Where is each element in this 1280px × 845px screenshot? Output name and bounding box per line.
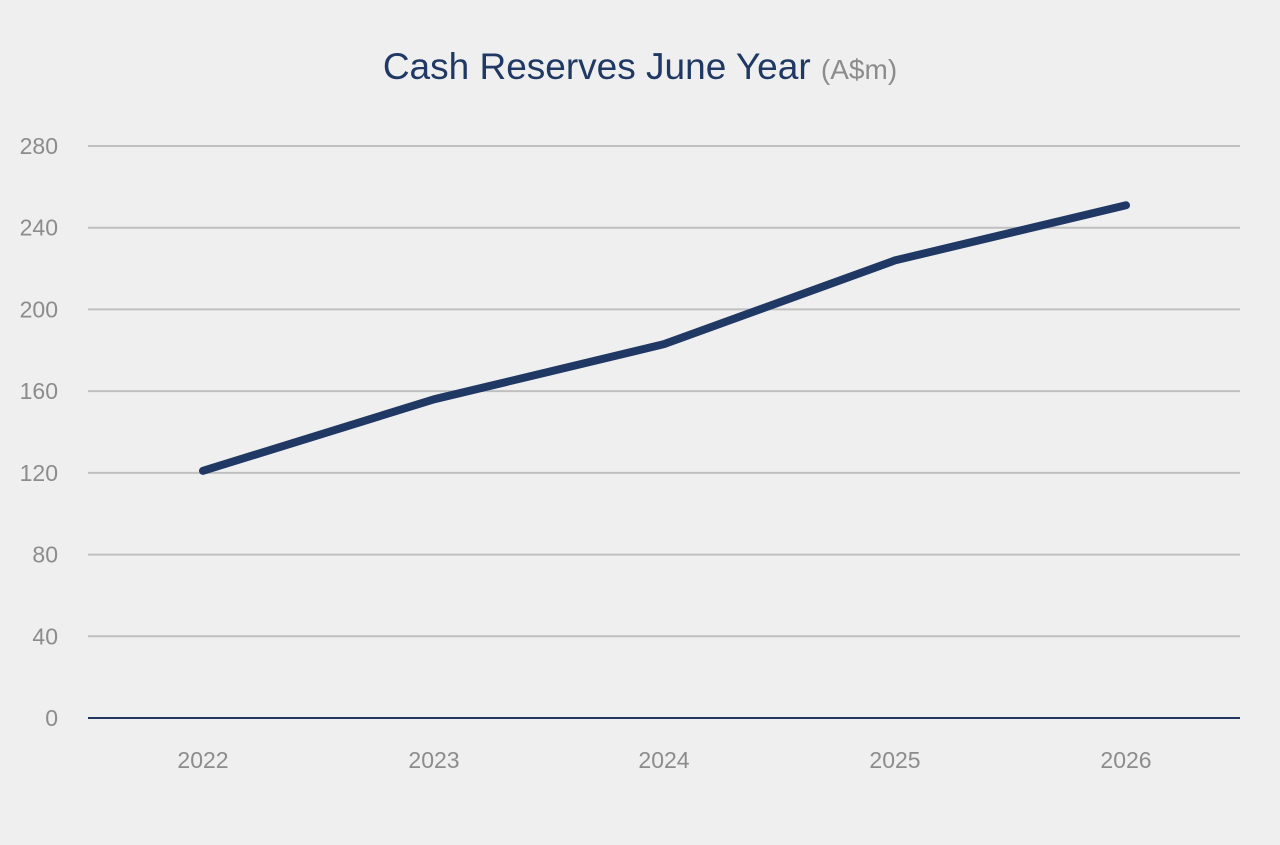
- x-tick-label: 2025: [869, 747, 920, 773]
- x-tick-label: 2023: [408, 747, 459, 773]
- y-tick-label: 280: [20, 133, 58, 159]
- x-axis-ticks: 2022 2023 2024 2025 2026: [177, 747, 1151, 773]
- x-tick-label: 2022: [177, 747, 228, 773]
- chart-title-unit: (A$m): [820, 54, 898, 85]
- y-axis-ticks: 0 40 80 120 160 200 240 280: [20, 133, 58, 731]
- y-tick-label: 40: [32, 623, 58, 649]
- chart-title-text: Cash Reserves June Year: [382, 46, 811, 87]
- y-tick-label: 200: [20, 296, 58, 322]
- y-tick-label: 0: [45, 705, 58, 731]
- y-tick-label: 80: [32, 542, 58, 568]
- x-tick-label: 2024: [638, 747, 689, 773]
- chart-title: Cash Reserves June Year (A$m): [0, 46, 1280, 88]
- y-tick-label: 160: [20, 378, 58, 404]
- series-line-0: [199, 201, 1130, 475]
- x-tick-label: 2026: [1100, 747, 1151, 773]
- series-layer: [199, 201, 1130, 475]
- y-tick-label: 240: [20, 215, 58, 241]
- y-tick-label: 120: [20, 460, 58, 486]
